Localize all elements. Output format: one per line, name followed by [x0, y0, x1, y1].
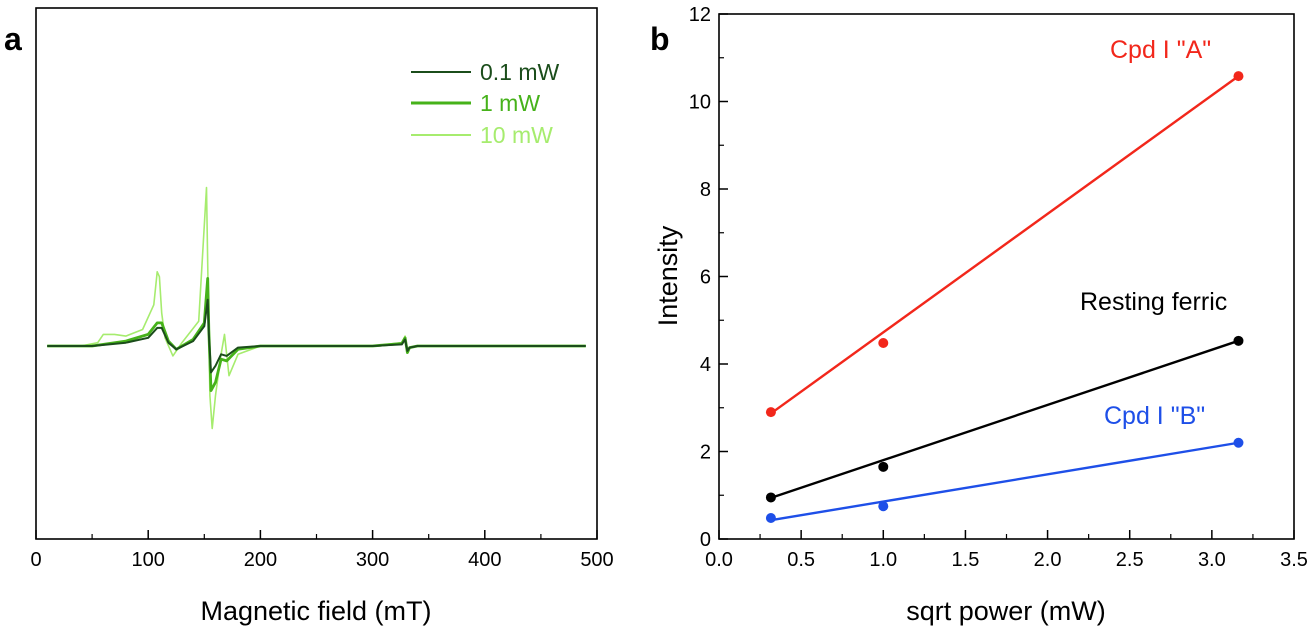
panel-a-epr-spectra: a 0 100 200 300 400 500 Magnetic field (mT) 0…: [4, 7, 614, 626]
panel-a-x-axis-title: Magnetic field (mT): [200, 596, 431, 626]
data-point-cpd-i-b-0: [765, 513, 776, 523]
legend-label-1mw: 1 mW: [480, 90, 540, 116]
panel-b-y-tick-label-8: 8: [700, 179, 711, 201]
panel-b-y-tick-label-12: 12: [689, 4, 711, 26]
panel-a-x-axis: 0 100 200 300 400 500: [30, 530, 614, 571]
fit-line-cpd-i-b: [770, 441, 1239, 522]
panel-b-series-group: [765, 71, 1244, 523]
panel-a-x-tick-label-100: 100: [132, 549, 165, 571]
panel-a-label: a: [4, 21, 22, 57]
panel-b-y-tick-label-2: 2: [700, 442, 711, 464]
panel-b-plot-frame: [718, 13, 1295, 540]
series-line-10-mw: [47, 186, 586, 430]
panel-b-x-tick-label-0: 0.0: [705, 549, 733, 571]
panel-a-series-group: [47, 186, 586, 430]
series-line-0-1-mw: [47, 298, 586, 374]
panel-b-x-tick-label-1: 0.5: [787, 549, 815, 571]
panel-b-x-axis-title: sqrt power (mW): [906, 596, 1106, 626]
panel-b-x-tick-label-7: 3.5: [1280, 549, 1308, 571]
annotation-resting-ferric: Resting ferric: [1080, 288, 1227, 316]
panel-a-x-tick-label-500: 500: [580, 549, 613, 571]
panel-b-y-axis-title: Intensity: [653, 225, 683, 326]
panel-a-x-tick-label-0: 0: [30, 549, 41, 571]
panel-b-x-tick-label-4: 2.0: [1034, 549, 1062, 571]
annotation-cpd-i-b: Cpd I "B": [1104, 402, 1205, 430]
fit-line-cpd-i-a: [770, 75, 1240, 415]
data-point-cpd-i-a-1: [878, 338, 889, 348]
panel-b-x-tick-label-5: 2.5: [1116, 549, 1144, 571]
panel-b-x-axis: 0.0 0.5 1.0 1.5 2.0 2.5 3.0 3.5: [705, 530, 1308, 571]
panel-b-y-tick-label-10: 10: [689, 92, 711, 114]
data-point-cpd-i-a-2: [1233, 71, 1244, 82]
panel-a-legend: 0.1 mW 1 mW 10 mW: [411, 59, 560, 148]
legend-label-0.1mw: 0.1 mW: [480, 59, 560, 85]
panel-a-x-tick-label-400: 400: [468, 549, 501, 571]
panel-a-x-tick-label-300: 300: [356, 549, 389, 571]
annotation-cpd-i-a: Cpd I "A": [1110, 36, 1211, 64]
data-point-cpd-i-b-2: [1233, 437, 1244, 448]
data-point-resting-ferric-2: [1233, 335, 1244, 346]
panel-b-x-tick-label-3: 1.5: [952, 549, 980, 571]
panel-b-x-tick-label-2: 1.0: [869, 549, 897, 571]
panel-b-x-tick-label-6: 3.0: [1198, 549, 1226, 571]
panel-a-plot-frame: [35, 7, 598, 540]
panel-b-y-axis: 0 2 4 6 8 10 12: [689, 4, 728, 551]
data-point-resting-ferric-0: [765, 492, 776, 503]
panel-b-y-tick-label-4: 4: [700, 354, 711, 376]
data-point-cpd-i-a-0: [765, 407, 776, 418]
panel-b-intensity-plot: b 0.0 0.5 1.0 1.5 2.0 2.5 3.0 3.5 0 2 4 6 8 10 12 sqr…: [650, 4, 1308, 626]
data-point-resting-ferric-1: [878, 461, 889, 472]
data-point-cpd-i-b-1: [878, 501, 889, 512]
panel-b-y-tick-label-0: 0: [700, 529, 711, 551]
panel-b-label: b: [650, 21, 670, 57]
panel-a-x-tick-label-200: 200: [244, 549, 277, 571]
fit-line-resting-ferric: [770, 339, 1239, 500]
panel-b-y-tick-label-6: 6: [700, 267, 711, 289]
legend-label-10mw: 10 mW: [480, 122, 553, 148]
